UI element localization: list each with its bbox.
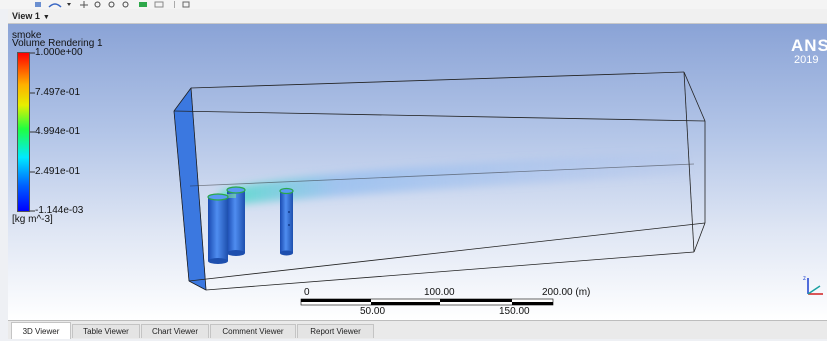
pan-icon[interactable] [80,1,88,8]
view-selector[interactable]: View 1 ▼ [12,10,50,24]
domain-box [173,71,706,291]
fit-view-icon[interactable] [138,1,148,8]
legend-tick: 7.497e-01 [35,87,81,98]
dropdown-arrow-icon[interactable] [66,1,72,8]
layout-icon[interactable] [154,1,164,8]
tab-chart-viewer[interactable]: Chart Viewer [141,324,209,338]
tab-3d-viewer[interactable]: 3D Viewer [11,322,71,339]
toolbar-separator [174,1,175,8]
tab-comment-viewer[interactable]: Comment Viewer [210,324,296,338]
scale-label: 100.00 [424,287,455,298]
tab-table-viewer[interactable]: Table Viewer [72,324,140,338]
zoom-out-icon[interactable] [108,1,116,8]
scale-label: 0 [304,287,310,298]
legend-tick: 4.994e-01 [35,126,81,137]
scale-label: 50.00 [360,306,386,317]
zoom-in-icon[interactable] [94,1,102,8]
chimney-cylinders [207,186,294,264]
viewer-tabs: 3D Viewer Table Viewer Chart Viewer Comm… [8,320,827,339]
ansys-version: 2019 [794,54,819,66]
3d-viewport[interactable]: z smoke Volume Rendering 1 1.000e+00 7.4… [8,24,827,320]
scale-label: 200.00 (m) [542,287,591,298]
select-icon[interactable] [34,1,42,8]
color-legend-bar [17,52,30,212]
legend-unit: [kg m^-3] [12,214,53,225]
rotate-icon[interactable] [48,1,62,8]
view-selector-label: View 1 [12,11,40,21]
legend-variable: smoke [12,30,42,41]
ansys-logo: ANSYS [791,36,827,55]
inlet-wall [173,87,207,291]
legend-tick: 1.000e+00 [35,47,83,58]
toolbar [0,0,827,9]
smoke-plume [220,152,688,206]
legend-tick: 2.491e-01 [35,166,81,177]
scale-label: 150.00 [499,306,530,317]
tab-report-viewer[interactable]: Report Viewer [297,324,374,338]
zoom-box-icon[interactable] [122,1,130,8]
chevron-down-icon: ▼ [42,14,50,21]
svg-text:z: z [803,276,806,282]
legend-tick: -1.144e-03 [35,205,84,216]
legend-title: Volume Rendering 1 [12,38,103,49]
viewport-header: View 1 ▼ [8,9,827,24]
axis-triad-icon [807,278,823,295]
window-icon[interactable] [182,1,190,8]
scale-bar [300,298,554,306]
scene-graphics: z [30,52,823,306]
